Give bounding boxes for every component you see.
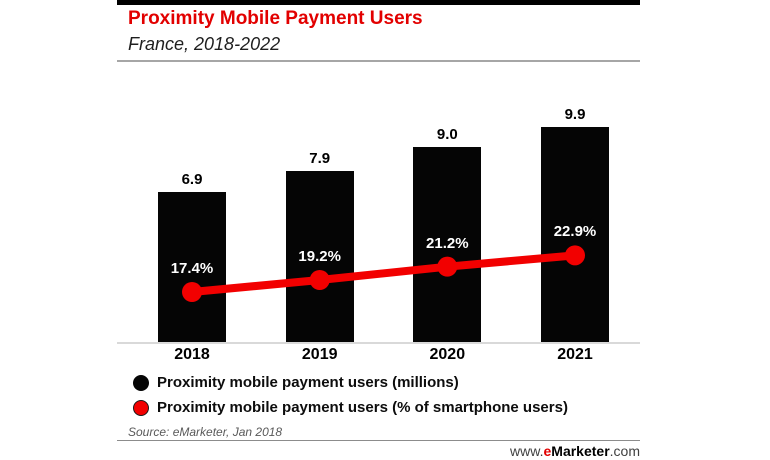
footer-divider [117, 440, 640, 441]
red-circle-icon [133, 399, 149, 416]
x-axis-label-2018: 2018 [174, 346, 210, 363]
line-point-label: 21.2% [426, 234, 469, 252]
x-axis-label-2020: 2020 [429, 346, 466, 363]
bar-value-label: 7.9 [309, 149, 331, 167]
legend-label-line: Proximity mobile payment users (% of sma… [157, 399, 568, 416]
chart-subtitle: France, 2018-2022 [128, 34, 281, 54]
line-marker [437, 256, 458, 277]
line-point-label: 22.9% [553, 223, 597, 241]
legend: Proximity mobile payment users (millions… [133, 370, 568, 420]
line-point-label: 19.2% [298, 248, 341, 265]
legend-label-bars: Proximity mobile payment users (millions… [157, 374, 459, 391]
footer-url: www.eMarketer.com [510, 443, 640, 459]
bar-value-label: 9.9 [564, 106, 586, 124]
bar-2021 [541, 127, 609, 342]
line-marker [565, 245, 585, 266]
line-marker [182, 282, 202, 302]
footer-www: www. [510, 443, 544, 459]
bar-2019 [285, 170, 354, 342]
source-note: Source: eMarketer, Jan 2018 [128, 425, 283, 439]
header-divider [117, 60, 640, 62]
top-accent-bar [117, 0, 640, 5]
bar-value-label: 6.9 [181, 171, 203, 189]
chart-title: Proximity Mobile Payment Users [128, 8, 423, 29]
footer-e: e [543, 443, 552, 459]
footer-marketer: Marketer [551, 443, 610, 459]
line-point-label: 17.4% [170, 260, 214, 277]
line-marker [309, 270, 330, 290]
bar-value-label: 9.0 [436, 125, 458, 143]
x-axis-line [117, 342, 640, 344]
footer-com: .com [609, 443, 640, 459]
black-circle-icon [133, 374, 149, 391]
bar-2020 [413, 146, 482, 342]
legend-item-line: Proximity mobile payment users (% of sma… [133, 395, 568, 420]
x-axis-label-2019: 2019 [301, 346, 338, 363]
bar-2018 [158, 192, 226, 342]
x-axis-label-2021: 2021 [557, 346, 593, 363]
trend-line [188, 251, 579, 296]
legend-item-bars: Proximity mobile payment users (millions… [133, 370, 568, 395]
